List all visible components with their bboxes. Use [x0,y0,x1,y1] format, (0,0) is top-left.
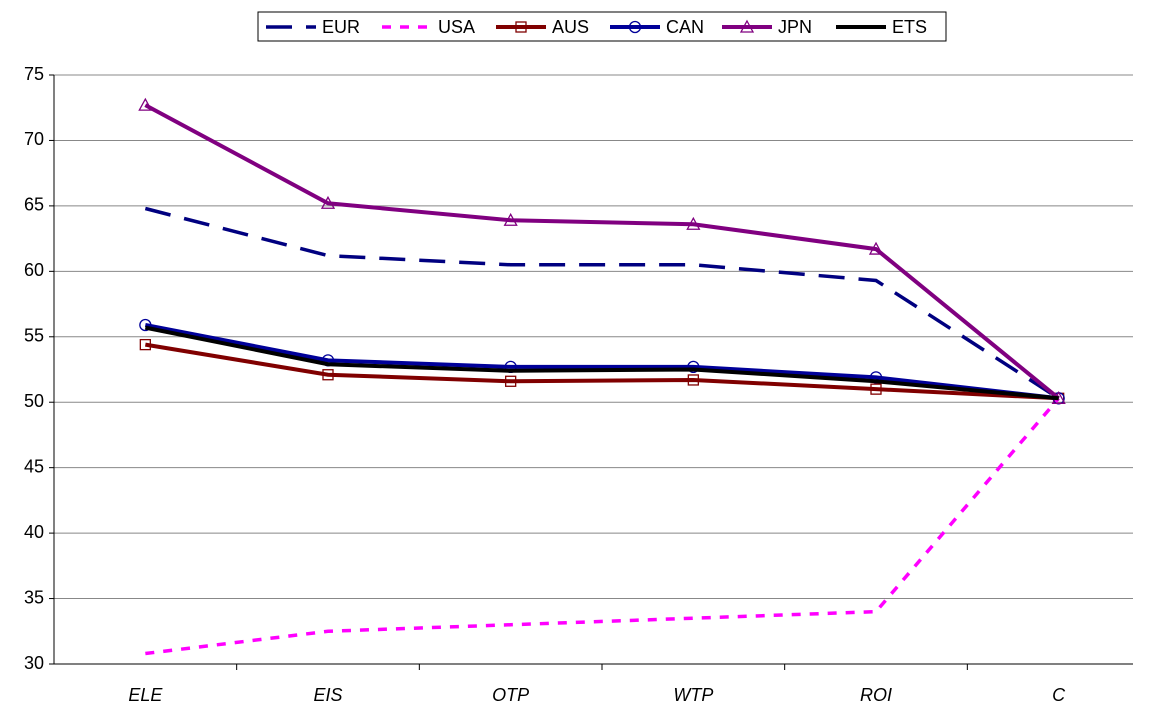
y-tick-label: 75 [24,64,44,84]
x-tick-label: WTP [673,685,713,705]
legend-box [257,11,947,42]
y-tick-label: 30 [24,653,44,673]
y-tick-label: 50 [24,391,44,411]
marker [320,195,336,209]
marker [868,241,884,255]
y-tick-label: 65 [24,195,44,215]
series-line [144,206,1060,400]
legend-marker [515,21,527,33]
series-line [144,103,1060,400]
series-line [145,342,1059,401]
legend-label: JPN [778,17,812,37]
x-tick-label: OTP [492,685,529,705]
marker [687,360,700,374]
y-tick-label: 45 [24,456,44,476]
x-tick-label: ROI [860,685,892,705]
marker [138,97,153,111]
legend-marker [628,20,642,34]
marker [139,318,152,332]
x-tick-label: EIS [313,685,342,705]
series-line [144,325,1059,401]
series-line [145,397,1060,656]
y-tick-label: 55 [24,326,44,346]
y-tick-label: 35 [24,587,44,607]
marker [870,383,882,395]
marker [139,338,151,351]
legend-label: EUR [322,17,360,37]
marker [686,216,701,230]
marker [687,374,699,386]
x-tick-label: ELE [128,685,163,705]
y-tick-label: 70 [24,129,44,149]
marker [503,212,518,226]
legend-marker [739,19,755,33]
x-tick-label: C [1052,685,1066,705]
marker [322,369,334,381]
legend-label: ETS [892,17,927,37]
y-tick-label: 60 [24,260,44,280]
legend-label: USA [438,17,475,37]
marker [505,375,517,387]
series-line [144,323,1059,401]
legend-label: CAN [666,17,704,37]
legend-label: AUS [552,17,589,37]
y-tick-label: 40 [24,522,44,542]
